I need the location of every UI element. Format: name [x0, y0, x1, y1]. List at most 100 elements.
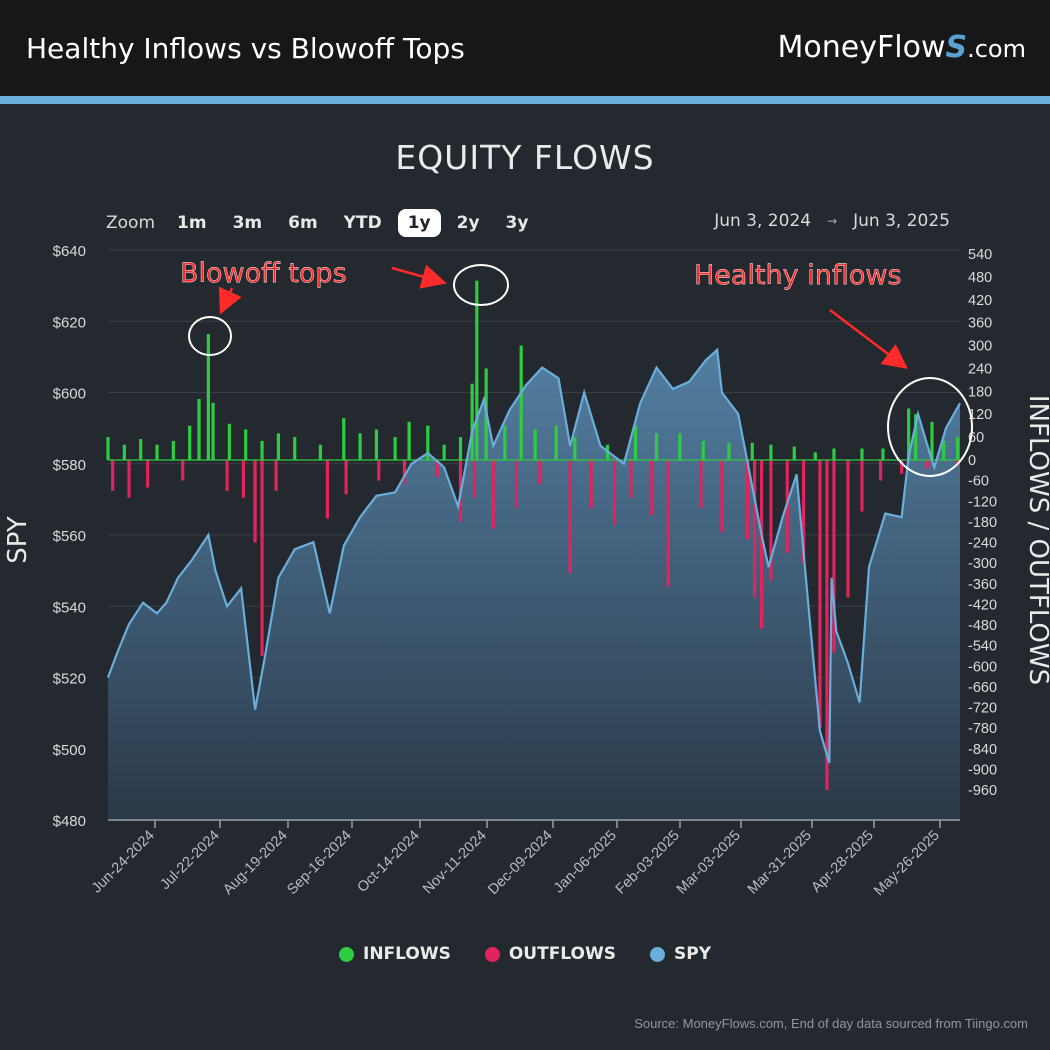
legend-outflows[interactable]: OUTFLOWS: [484, 944, 616, 964]
brand-s-mark: S: [945, 30, 968, 65]
inflow-bar: [727, 442, 731, 460]
flow-bars: [106, 280, 960, 790]
outflow-bar: [491, 460, 495, 529]
header-bar: Healthy Inflows vs Blowoff Tops MoneyFlo…: [0, 0, 1050, 96]
zoom-3y-button[interactable]: 3y: [505, 213, 529, 233]
chart-title: EQUITY FLOWS: [395, 138, 655, 177]
inflows-dot-icon: [339, 946, 354, 962]
range-to-input[interactable]: Jun 3, 2025: [853, 211, 950, 231]
y-left-tick-label: $540: [53, 599, 86, 616]
spy-line: [106, 347, 961, 764]
y-left-tick-label: $600: [53, 386, 86, 403]
chart-legend: INFLOWS OUTFLOWS SPY: [0, 944, 1050, 964]
x-tick-label: Aug-19-2024: [220, 828, 291, 899]
y-right-tick-label: -720: [968, 701, 997, 717]
y-right-tick-label: -240: [968, 536, 997, 552]
zoom-3m-button[interactable]: 3m: [232, 213, 263, 233]
inflow-bar: [276, 433, 280, 460]
x-tick-label: Mar-31-2025: [745, 828, 815, 898]
spy-series-line: [106, 347, 961, 764]
zoom-2y-button[interactable]: 2y: [456, 213, 480, 233]
outflow-bar: [472, 460, 477, 498]
y-right-tick-label: 240: [968, 361, 992, 377]
inflow-bar: [654, 433, 659, 460]
inflow-bar: [318, 444, 323, 460]
inflow-bar: [750, 442, 754, 460]
outflow-bar: [752, 460, 757, 598]
outflow-bar: [514, 460, 519, 509]
inflow-bar: [139, 439, 143, 460]
outflow-bar: [127, 460, 131, 498]
inflow-bar: [442, 444, 446, 460]
legend-inflows[interactable]: INFLOWS: [339, 944, 451, 964]
x-tick-label: Apr-28-2025: [809, 828, 877, 896]
y-right-tick-label: -360: [968, 577, 997, 593]
y-right-tick-label: 120: [968, 407, 992, 423]
y-left-axis-title: SPY: [3, 516, 33, 564]
page-title: Healthy Inflows vs Blowoff Tops: [26, 32, 465, 65]
x-tick-label: Mar-03-2025: [674, 828, 744, 898]
y-right-tick-label: -180: [968, 515, 997, 531]
zoom-1m-button[interactable]: 1m: [177, 213, 207, 233]
inflow-bar: [393, 437, 397, 460]
zoom-controls: Zoom 1m 3m 6m YTD 1y 2y 3y: [106, 208, 538, 238]
inflow-bar: [470, 383, 474, 460]
zoom-ytd-button[interactable]: YTD: [343, 213, 382, 233]
y-right-tick-label: -900: [968, 762, 997, 778]
range-arrow-icon: →: [827, 214, 838, 228]
y-right-tick-label: -420: [968, 597, 997, 613]
inflow-bar: [573, 437, 577, 460]
zoom-label: Zoom: [106, 213, 156, 233]
inflow-bar: [358, 433, 362, 460]
outflow-bar: [666, 460, 670, 588]
inflow-bar: [701, 440, 705, 460]
x-tick-label: Feb-03-2025: [613, 828, 683, 898]
inflow-bar: [227, 423, 231, 460]
legend-outflows-label: OUTFLOWS: [508, 944, 616, 964]
x-tick-label: Jun-24-2024: [89, 828, 158, 897]
zoom-6m-button[interactable]: 6m: [288, 213, 318, 233]
brand-domain: .com: [967, 35, 1026, 63]
zoom-1y-button[interactable]: 1y: [397, 209, 441, 237]
y-right-tick-label: -780: [968, 721, 997, 737]
outflow-bar: [111, 460, 115, 491]
inflow-bar: [769, 444, 773, 460]
outflow-bar: [435, 460, 439, 478]
inflow-bar: [342, 418, 346, 460]
x-tick-label: Dec-09-2024: [485, 828, 556, 899]
y-right-tick-label: -120: [968, 494, 997, 510]
annotations: Blowoff tops Healthy inflows: [180, 258, 973, 477]
y-left-tick-label: $580: [53, 457, 86, 474]
y-right-tick-label: 360: [968, 316, 992, 332]
inflow-bar: [554, 425, 558, 460]
annotation-blowoff-tops: Blowoff tops: [180, 258, 347, 289]
outflow-bar: [720, 460, 724, 533]
y-right-tick-label: 480: [968, 270, 992, 286]
inflow-bar: [293, 437, 297, 460]
outflow-bar: [745, 460, 750, 540]
outflow-bar: [538, 460, 542, 485]
y-left-tick-label: $520: [53, 671, 86, 688]
annotation-arrow: [391, 264, 447, 289]
legend-spy[interactable]: SPY: [649, 944, 711, 964]
y-right-tick-label: -840: [968, 742, 997, 758]
inflow-bar: [244, 429, 248, 460]
inflow-bar: [211, 402, 215, 460]
inflow-bar: [106, 437, 110, 460]
outflow-bar: [325, 460, 330, 519]
highlight-circle: [188, 316, 232, 356]
header-divider: [0, 96, 1050, 104]
range-from-input[interactable]: Jun 3, 2024: [714, 211, 812, 231]
outflow-bar: [650, 460, 654, 515]
outflow-bar: [260, 460, 264, 656]
inflow-bar: [155, 444, 159, 460]
outflow-bar: [589, 460, 593, 509]
inflow-bar: [503, 425, 507, 460]
x-tick-label: Oct-14-2024: [355, 828, 423, 896]
y-right-tick-label: -480: [968, 618, 997, 634]
highlight-circle: [887, 377, 973, 477]
outflow-bar: [181, 460, 185, 481]
outflow-bar: [344, 460, 348, 495]
inflow-bar: [171, 440, 175, 460]
